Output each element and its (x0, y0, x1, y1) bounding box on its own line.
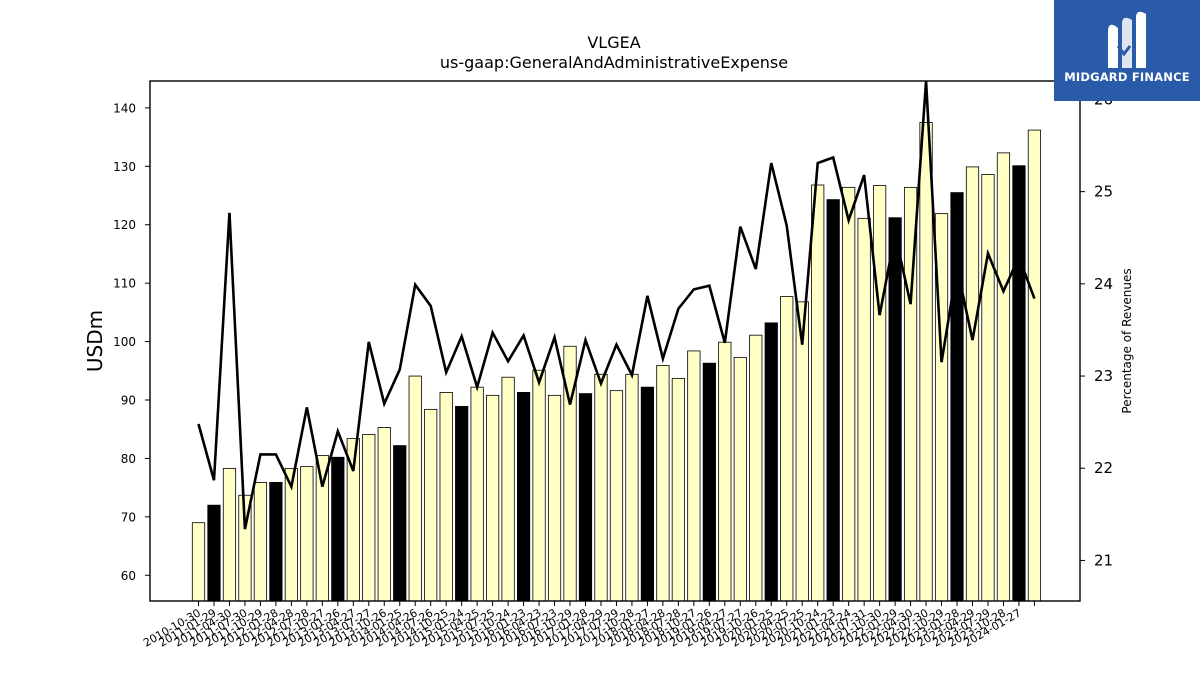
bar (532, 369, 546, 602)
bar (795, 301, 809, 602)
bar (207, 504, 221, 602)
y-tick-label: 90 (121, 394, 136, 408)
bar (826, 199, 840, 602)
bar (486, 394, 500, 602)
bar (547, 394, 562, 602)
bar (857, 217, 871, 602)
bar (749, 334, 763, 602)
bar (408, 375, 422, 602)
bar (253, 481, 268, 602)
y-tick-label: 100 (113, 335, 136, 349)
bar (315, 455, 329, 602)
y2-axis-label: Percentage of Revenues (1120, 268, 1134, 413)
y-tick-label: 60 (121, 569, 136, 583)
bar (609, 390, 624, 602)
chart-title: VLGEA (587, 33, 640, 52)
bar (981, 174, 995, 602)
y-tick-label: 70 (121, 510, 136, 524)
bar (811, 184, 825, 602)
bar (950, 192, 964, 602)
bar (780, 296, 794, 602)
bar (300, 466, 314, 602)
bar (424, 408, 438, 602)
plot-frame (149, 80, 1081, 602)
bar (222, 467, 237, 602)
y2-tick-label: 25 (1094, 183, 1113, 201)
bar (439, 392, 453, 602)
series-line (197, 81, 1036, 530)
bar (965, 166, 980, 602)
bar (269, 481, 283, 602)
y2-tick-label: 22 (1094, 459, 1113, 477)
bar (718, 341, 732, 602)
y2-tick-label: 24 (1094, 275, 1113, 293)
bar (331, 456, 345, 602)
bar (1012, 165, 1026, 602)
y2-tick-label: 23 (1094, 367, 1113, 385)
y-tick-label: 110 (113, 277, 136, 291)
chart-subtitle: us-gaap:GeneralAndAdministrativeExpense (440, 53, 788, 72)
bar (516, 392, 531, 602)
bar (687, 350, 701, 602)
bar (671, 377, 685, 602)
y-tick-label: 120 (113, 218, 136, 232)
bar (191, 522, 206, 602)
bar (594, 373, 608, 602)
y-tick-label: 130 (113, 160, 136, 174)
y2-tick-label: 21 (1094, 551, 1113, 569)
bar (640, 386, 655, 602)
bar (393, 445, 407, 602)
bar (888, 217, 902, 602)
midgard-m-icon (1108, 11, 1146, 68)
bar (1027, 129, 1042, 602)
bar (842, 186, 856, 602)
bar (470, 386, 484, 602)
y-axis-label: USDm (83, 310, 107, 372)
y-tick-label: 140 (113, 101, 136, 115)
bar (362, 434, 376, 602)
bar (578, 393, 593, 602)
bar (764, 322, 778, 602)
bar (455, 406, 469, 602)
bar (656, 365, 670, 602)
bar (625, 373, 639, 602)
logo-text: MIDGARD FINANCE (1064, 70, 1190, 84)
y-tick-label: 80 (121, 452, 136, 466)
bar (733, 356, 747, 602)
bar (873, 185, 887, 602)
bar (919, 122, 933, 602)
bar (377, 427, 391, 602)
bar (996, 152, 1011, 602)
bar (702, 362, 716, 602)
midgard-finance-logo: MIDGARD FINANCE (1054, 0, 1200, 101)
bar (501, 376, 515, 602)
